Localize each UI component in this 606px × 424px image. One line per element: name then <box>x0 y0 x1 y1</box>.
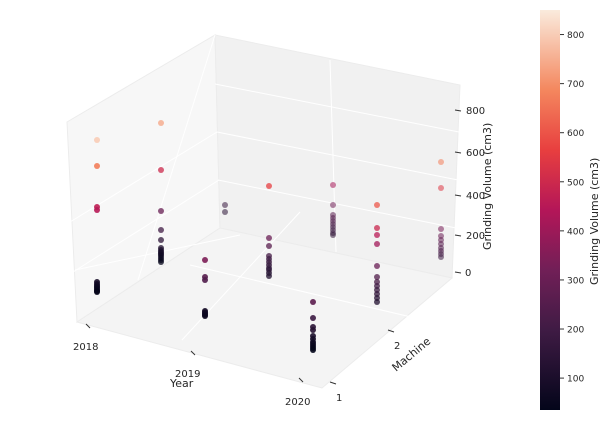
data-point <box>310 347 316 353</box>
y-tick-label: 1 <box>336 393 342 404</box>
data-point <box>266 273 272 279</box>
colorbar-tick-label: 300 <box>567 276 584 286</box>
z-tick <box>454 109 462 112</box>
grid-line <box>216 131 459 181</box>
colorbar-tick-label: 700 <box>567 80 584 90</box>
data-points <box>94 120 444 353</box>
data-point <box>266 183 272 189</box>
floor-pane <box>75 227 454 389</box>
data-point <box>266 235 272 241</box>
data-point <box>310 299 316 305</box>
grid-lines <box>69 34 460 341</box>
colorbar-tick-label: 600 <box>567 129 584 139</box>
data-point <box>438 185 444 191</box>
data-point <box>158 237 164 243</box>
data-point <box>438 254 444 260</box>
colorbar-ticks: 100 200 300 400 500 600 700 800 <box>560 31 584 385</box>
data-point <box>202 277 208 283</box>
data-point <box>438 226 444 232</box>
x-tick-label: 2019 <box>175 369 200 380</box>
data-point <box>158 208 164 214</box>
colorbar-tick-label: 500 <box>567 178 584 188</box>
data-point <box>94 163 100 169</box>
grid-line <box>74 234 241 271</box>
grid-line <box>72 179 220 273</box>
data-point <box>158 227 164 233</box>
grid-line <box>189 264 446 326</box>
colorbar-tick-label: 200 <box>567 326 584 336</box>
data-point <box>266 243 272 249</box>
x-tick-label: 2018 <box>73 342 98 353</box>
z-tick <box>454 234 462 237</box>
axis-ticks: 2018 2019 2020 1 2 0 200 400 600 800 <box>73 106 485 408</box>
data-point <box>374 263 380 269</box>
z-tick-label: 400 <box>466 191 485 202</box>
data-point <box>438 159 444 165</box>
grid-line <box>181 211 301 341</box>
x-tick <box>298 377 304 383</box>
x-tick <box>190 350 196 356</box>
data-point <box>374 225 380 231</box>
colorbar-tick-label: 100 <box>567 375 584 385</box>
z-tick-label: 800 <box>466 106 485 117</box>
data-point <box>158 259 164 265</box>
z-tick <box>454 271 462 274</box>
data-point <box>374 232 380 238</box>
x-tick-label: 2020 <box>285 397 310 408</box>
data-point <box>330 232 336 238</box>
data-point <box>310 315 316 321</box>
data-point <box>158 167 164 173</box>
x-tick <box>85 323 91 329</box>
data-point <box>202 257 208 263</box>
z-tick <box>454 194 462 197</box>
z-tick-label: 200 <box>466 231 485 242</box>
data-point <box>94 207 100 213</box>
colorbar-label: Grinding Volume (cm3) <box>588 158 601 285</box>
axes-panes <box>66 34 461 389</box>
grid-line <box>214 83 460 133</box>
y-tick-label: 2 <box>394 341 400 352</box>
data-point <box>374 202 380 208</box>
data-point <box>310 327 316 333</box>
z-tick-label: 0 <box>465 268 471 279</box>
grid-line <box>217 179 457 229</box>
data-point <box>94 137 100 143</box>
data-point <box>374 274 380 280</box>
data-point <box>374 241 380 247</box>
data-point <box>330 182 336 188</box>
z-axis-label: Grinding Volume (cm3) <box>481 123 494 250</box>
data-point <box>94 289 100 295</box>
colorbar-tick-label: 400 <box>567 227 584 237</box>
data-point <box>202 313 208 319</box>
grid-line <box>137 34 216 281</box>
data-point <box>222 209 228 215</box>
data-point <box>374 299 380 305</box>
data-point <box>158 120 164 126</box>
colorbar <box>540 10 560 410</box>
colorbar-tick-label: 800 <box>567 31 584 41</box>
z-tick <box>454 151 462 154</box>
data-point <box>330 202 336 208</box>
data-point <box>222 202 228 208</box>
z-tick-label: 600 <box>466 148 485 159</box>
y-tick <box>387 329 395 333</box>
x-axis-label: Year <box>169 377 194 390</box>
y-tick <box>329 381 337 385</box>
